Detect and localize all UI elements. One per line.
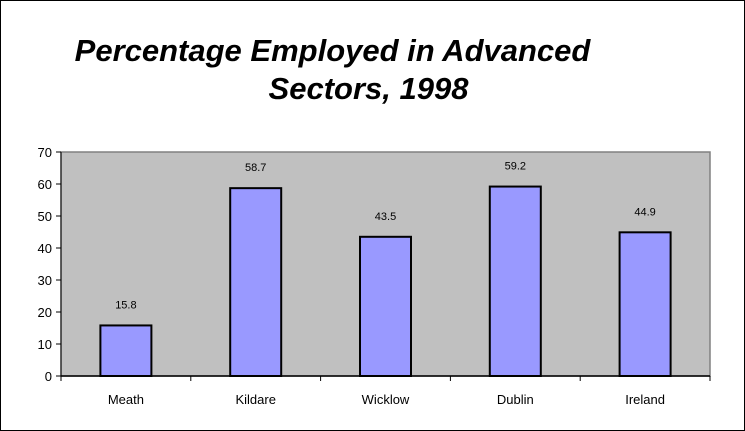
y-tick-label: 10 — [38, 337, 52, 352]
x-tick-label: Dublin — [497, 392, 534, 407]
y-tick-label: 50 — [38, 209, 52, 224]
x-tick-label: Kildare — [235, 392, 275, 407]
bar — [359, 235, 412, 377]
data-label: 44.9 — [634, 206, 655, 218]
chart-title-line-1: Percentage Employed in Advanced — [74, 33, 591, 68]
chart-title-line-2: Sectors, 1998 — [268, 71, 469, 106]
bar — [618, 231, 672, 377]
data-label: 58.7 — [245, 162, 266, 174]
y-tick-label: 70 — [38, 145, 52, 160]
data-label: 43.5 — [375, 211, 396, 223]
y-tick-label: 40 — [38, 241, 52, 256]
data-label: 59.2 — [505, 161, 526, 173]
data-label: 15.8 — [115, 299, 136, 311]
chart-title: Percentage Employed in Advanced Sectors,… — [0, 32, 745, 108]
y-tick-label: 20 — [38, 305, 52, 320]
x-tick-label: Wicklow — [362, 392, 410, 407]
y-tick-label: 0 — [45, 369, 52, 384]
x-tick-label: Meath — [108, 392, 144, 407]
x-tick-label: Ireland — [625, 392, 665, 407]
bar — [229, 187, 283, 377]
y-tick-label: 60 — [38, 177, 52, 192]
bar — [99, 324, 153, 378]
y-tick-label: 30 — [38, 273, 52, 288]
bar — [488, 185, 542, 377]
